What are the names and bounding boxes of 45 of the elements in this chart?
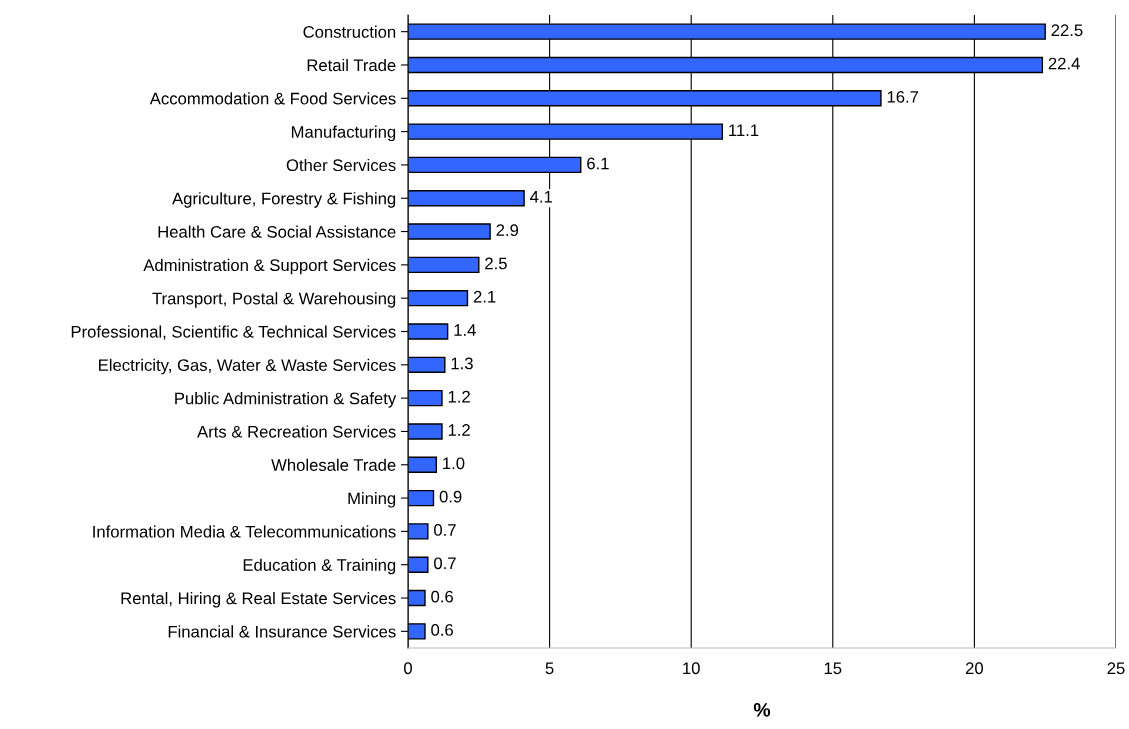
y-tick-label: Wholesale Trade (271, 458, 396, 471)
y-tick-label: Financial & Insurance Services (168, 625, 396, 638)
y-tick-label: Professional, Scientific & Technical Services (71, 325, 396, 340)
y-tick-label: Health Care & Social Assistance (158, 225, 396, 238)
data-label: 2.1 (473, 290, 496, 303)
data-label: 16.7 (887, 90, 919, 103)
x-tick-label: 25 (1107, 662, 1125, 675)
x-tick-label: 5 (545, 662, 554, 675)
x-tick-label: 0 (404, 662, 412, 675)
x-tick-label: 20 (965, 662, 984, 675)
data-label: 1.4 (454, 324, 476, 336)
y-tick-label: Mining (348, 492, 396, 508)
data-label: 1.2 (448, 424, 470, 436)
y-tick-label: Retail Trade (307, 58, 396, 72)
y-tick-label: Public Administration & Safety (175, 392, 397, 408)
data-label: 11.1 (729, 124, 759, 136)
data-label: 1.3 (451, 357, 473, 370)
y-tick-label: Information Media & Telecommunications (93, 525, 396, 538)
data-label: 0.9 (439, 490, 462, 503)
data-label: 6.1 (587, 157, 609, 170)
data-label: 2.5 (485, 257, 507, 270)
x-tick-label: 10 (683, 662, 700, 675)
x-axis-title: % (753, 702, 771, 717)
y-tick-label: Education & Training (243, 558, 396, 575)
y-tick-label: Electricity, Gas, Water & Waste Services (99, 358, 396, 375)
data-label: 0.6 (431, 624, 453, 636)
data-label: 0.6 (431, 590, 453, 603)
data-label: 2.9 (496, 224, 519, 237)
y-tick-label: Other Services (286, 158, 396, 172)
y-tick-label: Administration & Support Services (143, 258, 396, 275)
y-tick-label: Accommodation & Food Services (149, 92, 396, 105)
y-tick-label: Rental, Hiring & Real Estate Services (121, 591, 396, 608)
data-label: 22.5 (1051, 24, 1083, 37)
y-tick-label: Construction (303, 25, 396, 38)
data-label: 1.0 (443, 457, 465, 470)
data-label: 4.1 (530, 191, 553, 203)
y-tick-label: Arts & Recreation Services (197, 425, 396, 438)
y-tick-label: Transport, Postal & Warehousing (152, 292, 396, 308)
y-tick-label: Manufacturing (291, 125, 396, 142)
y-tick-label: Agriculture, Forestry & Fishing (172, 192, 396, 208)
data-label: 22.4 (1048, 57, 1080, 70)
data-label: 1.2 (448, 390, 470, 403)
data-label: 0.7 (434, 524, 456, 536)
data-label: 0.7 (434, 557, 456, 570)
x-tick-label: 15 (824, 662, 842, 675)
